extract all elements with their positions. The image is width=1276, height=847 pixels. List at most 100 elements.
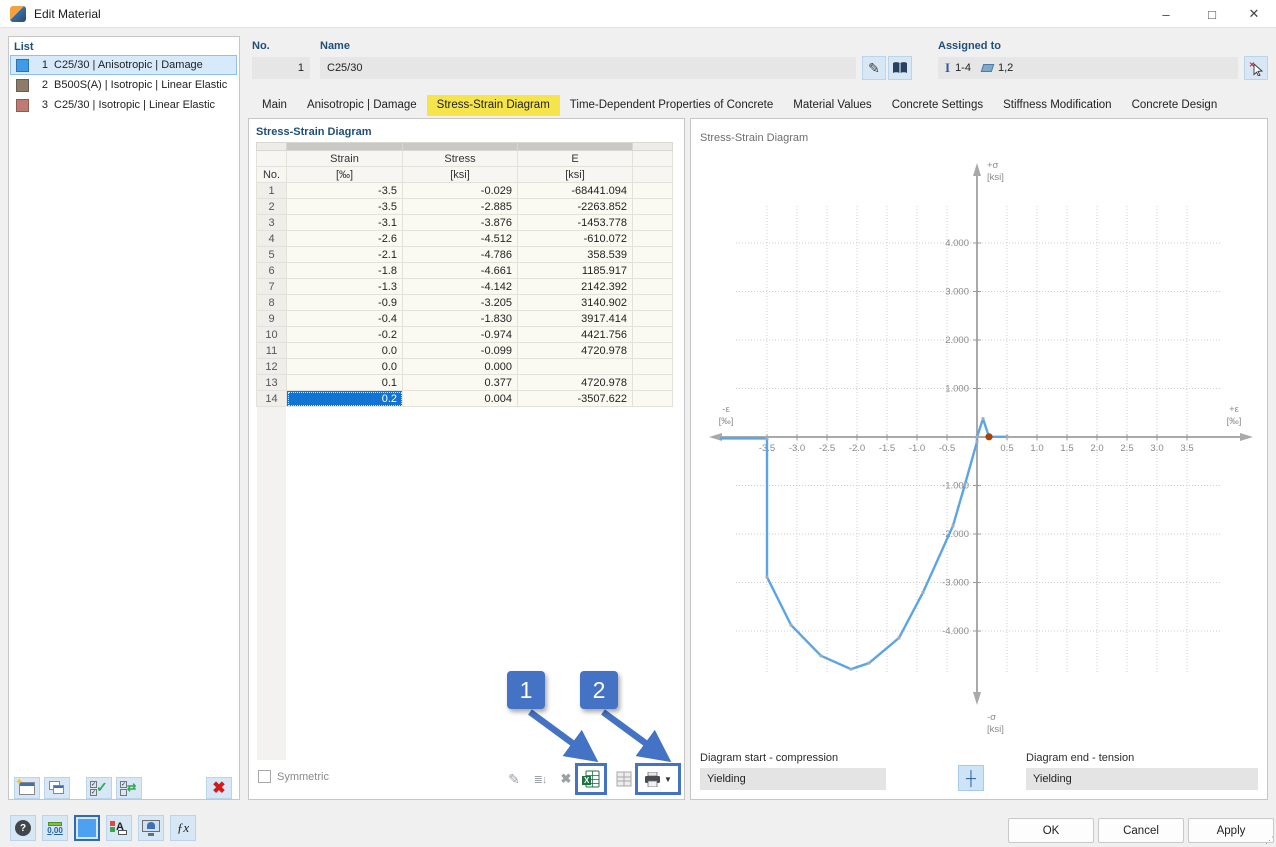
row-number[interactable]: 9: [256, 310, 287, 327]
cell-extra[interactable]: [632, 326, 673, 343]
row-number[interactable]: 2: [256, 198, 287, 215]
invert-selection-button[interactable]: ✓ ⇄: [116, 777, 142, 799]
material-library-button[interactable]: [888, 56, 912, 80]
new-material-button[interactable]: ✦: [14, 777, 40, 799]
cell-strain[interactable]: -3.5: [286, 198, 403, 215]
row-number[interactable]: 5: [256, 246, 287, 263]
cell-e[interactable]: 4421.756: [517, 326, 633, 343]
cell-stress[interactable]: -1.830: [402, 310, 518, 327]
cell-e[interactable]: -68441.094: [517, 182, 633, 199]
cell-stress[interactable]: -3.205: [402, 294, 518, 311]
row-number[interactable]: 4: [256, 230, 287, 247]
minimize-button[interactable]: –: [1162, 6, 1170, 22]
row-number[interactable]: 8: [256, 294, 287, 311]
tab-stiffness-modification[interactable]: Stiffness Modification: [1003, 99, 1112, 111]
row-number[interactable]: 6: [256, 262, 287, 279]
excel-export-button[interactable]: X: [579, 767, 603, 791]
col-resize-e[interactable]: [517, 142, 633, 151]
assigned-to-field[interactable]: I 1-4 1,2: [938, 57, 1238, 79]
material-name-field[interactable]: C25/30: [320, 57, 856, 79]
cell-e[interactable]: [517, 358, 633, 375]
cell-e[interactable]: 4720.978: [517, 374, 633, 391]
chart-axes-button[interactable]: ┼: [958, 765, 984, 791]
col-header[interactable]: E: [517, 150, 633, 167]
cell-extra[interactable]: [632, 182, 673, 199]
col-resize-strain[interactable]: [286, 142, 403, 151]
cell-extra[interactable]: [632, 342, 673, 359]
help-button[interactable]: ?: [10, 815, 36, 841]
cell-stress[interactable]: -4.142: [402, 278, 518, 295]
col-header-no[interactable]: No.: [256, 166, 287, 183]
pick-objects-button[interactable]: ✕: [1244, 56, 1268, 80]
row-number[interactable]: 14: [256, 390, 287, 407]
apply-button[interactable]: Apply: [1188, 818, 1274, 843]
material-list-item[interactable]: 2 B500S(A) | Isotropic | Linear Elastic: [10, 75, 237, 95]
cell-extra[interactable]: [632, 246, 673, 263]
tab-time-dependent-properties-of-concrete[interactable]: Time-Dependent Properties of Concrete: [569, 99, 774, 111]
maximize-button[interactable]: □: [1208, 6, 1216, 22]
col-header[interactable]: Stress: [402, 150, 518, 167]
units-settings-button[interactable]: 0,00: [42, 815, 68, 841]
cell-e[interactable]: -2263.852: [517, 198, 633, 215]
cell-e[interactable]: 4720.978: [517, 342, 633, 359]
delete-material-button[interactable]: ✖: [206, 777, 232, 799]
display-settings-button[interactable]: A: [106, 815, 132, 841]
material-color-button[interactable]: [74, 815, 100, 841]
delete-row-button[interactable]: ✖: [554, 767, 578, 791]
cell-e[interactable]: -610.072: [517, 230, 633, 247]
tab-anisotropic-damage[interactable]: Anisotropic | Damage: [306, 99, 417, 111]
copy-material-button[interactable]: [44, 777, 70, 799]
cell-stress[interactable]: -2.885: [402, 198, 518, 215]
cell-stress[interactable]: -0.029: [402, 182, 518, 199]
cell-stress[interactable]: -4.661: [402, 262, 518, 279]
cell-strain[interactable]: 0.1: [286, 374, 403, 391]
cell-stress[interactable]: 0.004: [402, 390, 518, 407]
row-number[interactable]: 11: [256, 342, 287, 359]
cell-extra[interactable]: [632, 294, 673, 311]
material-list-item[interactable]: 3 C25/30 | Isotropic | Linear Elastic: [10, 95, 237, 115]
row-number[interactable]: 12: [256, 358, 287, 375]
material-list-item[interactable]: 1 C25/30 | Anisotropic | Damage: [10, 55, 237, 75]
cancel-button[interactable]: Cancel: [1098, 818, 1184, 843]
tab-stress-strain-diagram[interactable]: Stress-Strain Diagram: [426, 95, 560, 116]
row-number[interactable]: 13: [256, 374, 287, 391]
diagram-end-select[interactable]: Yielding: [1026, 768, 1258, 790]
cell-extra[interactable]: [632, 358, 673, 375]
cell-strain[interactable]: -3.5: [286, 182, 403, 199]
cell-stress[interactable]: 0.000: [402, 358, 518, 375]
close-button[interactable]: ✕: [1248, 6, 1260, 21]
ok-button[interactable]: OK: [1008, 818, 1094, 843]
row-number[interactable]: 3: [256, 214, 287, 231]
cell-strain[interactable]: -2.6: [286, 230, 403, 247]
cell-e[interactable]: 2142.392: [517, 278, 633, 295]
diagram-start-select[interactable]: Yielding: [700, 768, 886, 790]
cell-stress[interactable]: -0.974: [402, 326, 518, 343]
resize-grip[interactable]: ⋰: [1265, 835, 1274, 845]
symmetric-checkbox[interactable]: [258, 770, 271, 783]
model-display-button[interactable]: [138, 815, 164, 841]
cell-strain[interactable]: -0.9: [286, 294, 403, 311]
row-number[interactable]: 10: [256, 326, 287, 343]
tab-material-values[interactable]: Material Values: [793, 99, 872, 111]
cell-e[interactable]: 3917.414: [517, 310, 633, 327]
cell-strain[interactable]: -1.3: [286, 278, 403, 295]
tab-main[interactable]: Main: [262, 99, 287, 111]
cell-e[interactable]: 1185.917: [517, 262, 633, 279]
cell-extra[interactable]: [632, 214, 673, 231]
print-button[interactable]: ▼: [639, 767, 677, 791]
edit-row-button[interactable]: ✎: [502, 767, 526, 791]
cell-extra[interactable]: [632, 310, 673, 327]
cell-strain[interactable]: 0.0: [286, 358, 403, 375]
print-preview-button[interactable]: [612, 767, 636, 791]
cell-e[interactable]: -1453.778: [517, 214, 633, 231]
cell-stress[interactable]: -4.512: [402, 230, 518, 247]
cell-strain[interactable]: -0.4: [286, 310, 403, 327]
cell-extra[interactable]: [632, 374, 673, 391]
cell-stress[interactable]: -4.786: [402, 246, 518, 263]
cell-strain[interactable]: 0.2: [286, 390, 403, 407]
formula-button[interactable]: ƒx: [170, 815, 196, 841]
tab-concrete-settings[interactable]: Concrete Settings: [891, 99, 984, 111]
cell-extra[interactable]: [632, 278, 673, 295]
row-number[interactable]: 7: [256, 278, 287, 295]
cell-e[interactable]: -3507.622: [517, 390, 633, 407]
